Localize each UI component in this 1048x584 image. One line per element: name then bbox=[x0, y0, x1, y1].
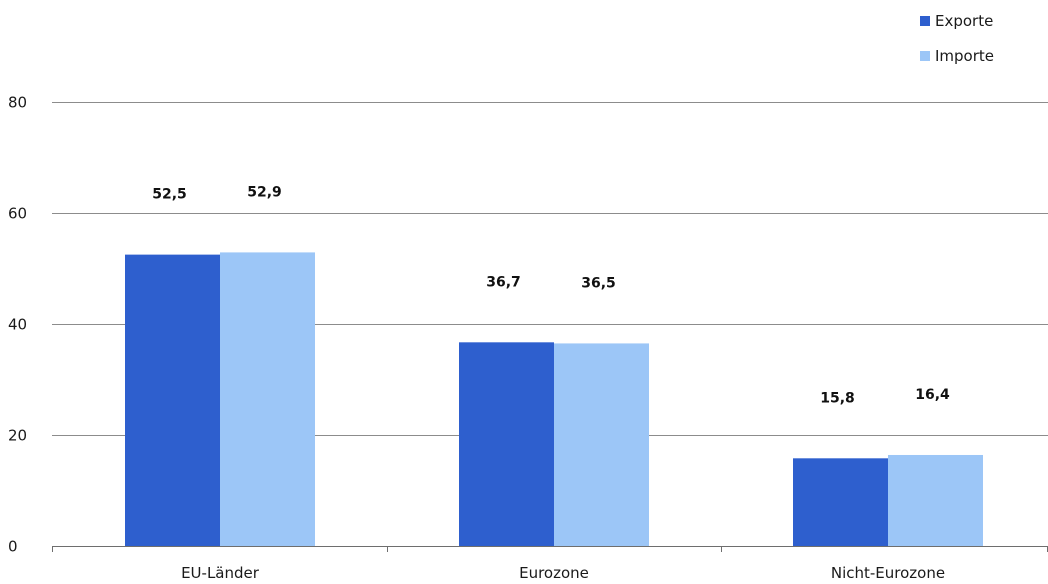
bar-exporte-1 bbox=[125, 254, 220, 546]
value-label-exporte: 15,8 bbox=[820, 390, 855, 406]
bar-exporte-2 bbox=[459, 342, 554, 546]
category-label: EU-Länder bbox=[181, 564, 260, 582]
bar-exporte-3 bbox=[793, 458, 888, 546]
legend: Exporte Importe bbox=[920, 12, 994, 65]
axes: 0 20 40 60 80 EU-Länder Eurozone Nicht-Eurozone bbox=[8, 94, 1048, 582]
y-tick-label: 80 bbox=[8, 94, 27, 112]
bar-importe-3 bbox=[888, 454, 983, 546]
y-tick-label: 40 bbox=[8, 316, 27, 334]
y-tick-label: 20 bbox=[8, 427, 27, 445]
legend-swatch-importe bbox=[920, 51, 930, 61]
value-label-importe: 16,4 bbox=[915, 387, 950, 403]
y-tick-label: 60 bbox=[8, 205, 27, 223]
bars bbox=[125, 252, 983, 546]
value-label-importe: 36,5 bbox=[581, 275, 616, 291]
value-label-exporte: 36,7 bbox=[486, 274, 521, 290]
category-label: Nicht-Eurozone bbox=[831, 564, 945, 582]
legend-label-importe: Importe bbox=[935, 47, 994, 65]
value-labels: 52,5 36,7 15,8 52,9 36,5 16,4 bbox=[152, 184, 950, 406]
legend-swatch-exporte bbox=[920, 16, 930, 26]
value-label-exporte: 52,5 bbox=[152, 187, 187, 203]
y-tick-label: 0 bbox=[8, 538, 18, 556]
value-label-importe: 52,9 bbox=[247, 184, 282, 200]
legend-label-exporte: Exporte bbox=[935, 12, 993, 30]
category-label: Eurozone bbox=[519, 564, 589, 582]
bar-importe-1 bbox=[220, 252, 315, 546]
bar-importe-2 bbox=[554, 343, 649, 546]
